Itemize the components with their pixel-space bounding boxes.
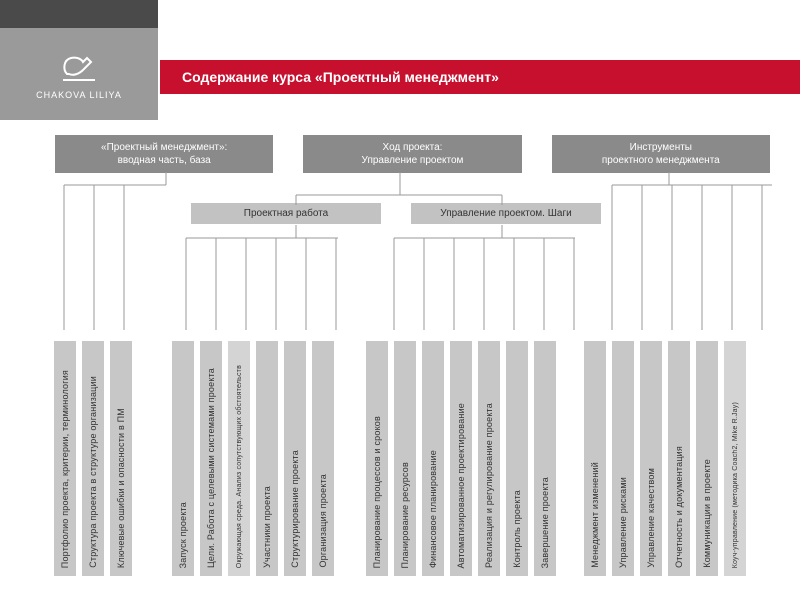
column-label: Реализация и регулирование проекта	[484, 403, 494, 568]
column-label: Коммуникации в проекте	[702, 459, 712, 568]
column-item: Коуч-управление (методика Coach2, Mike R…	[724, 341, 746, 576]
top-nodes-row: «Проектный менеджмент»: вводная часть, б…	[0, 135, 800, 173]
mid-node-label: Управление проектом. Шаги	[440, 208, 571, 219]
column-label: Участники проекта	[262, 486, 272, 568]
column-item: Организация проекта	[312, 341, 334, 576]
column-label: Планирование процессов и сроков	[372, 416, 382, 568]
brand-name: CHAKOVA LILIYA	[36, 90, 122, 100]
column-item: Участники проекта	[256, 341, 278, 576]
column-label: Портфолио проекта, критерии, терминологи…	[60, 370, 70, 568]
column-item: Реализация и регулирование проекта	[478, 341, 500, 576]
column-label: Коуч-управление (методика Coach2, Mike R…	[732, 402, 739, 568]
column-item: Финансовое планирование	[422, 341, 444, 576]
column-label: Планирование ресурсов	[400, 462, 410, 568]
top-node-tools: Инструменты проектного менеджмента	[552, 135, 770, 173]
column-item: Управление качеством	[640, 341, 662, 576]
top-node-line2: Управление проектом	[362, 155, 464, 166]
column-item: Цели. Работа с целевыми системами проект…	[200, 341, 222, 576]
mid-nodes-row: Проектная работа Управление проектом. Ша…	[191, 203, 601, 224]
column-label: Запуск проекта	[178, 502, 188, 568]
top-node-line2: вводная часть, база	[118, 155, 211, 166]
column-item: Управление рисками	[612, 341, 634, 576]
column-item: Планирование процессов и сроков	[366, 341, 388, 576]
column-label: Цели. Работа с целевыми системами проект…	[206, 368, 216, 568]
mid-node-label: Проектная работа	[244, 208, 328, 219]
column-item: Структура проекта в структуре организаци…	[82, 341, 104, 576]
top-node-intro: «Проектный менеджмент»: вводная часть, б…	[55, 135, 273, 173]
column-label: Завершение проекта	[540, 477, 550, 568]
top-node-line2: проектного менеджмента	[602, 155, 720, 166]
column-item: Контроль проекта	[506, 341, 528, 576]
column-item: Завершение проекта	[534, 341, 556, 576]
column-gap	[340, 341, 360, 576]
column-label: Организация проекта	[318, 474, 328, 568]
column-item: Окружающая среда. Анализ сопутствующих о…	[228, 341, 250, 576]
top-node-line1: Ход проекта:	[383, 142, 443, 153]
mid-node-steps: Управление проектом. Шаги	[411, 203, 601, 224]
mid-node-project-work: Проектная работа	[191, 203, 381, 224]
column-label: Управление рисками	[618, 477, 628, 568]
columns-row: Портфолио проекта, критерии, терминологи…	[54, 341, 784, 576]
column-label: Структурирование проекта	[290, 450, 300, 568]
chart-area: «Проектный менеджмент»: вводная часть, б…	[0, 135, 800, 600]
column-label: Отчетность и документация	[674, 446, 684, 568]
top-node-line1: Инструменты	[630, 142, 692, 153]
column-label: Структура проекта в структуре организаци…	[88, 376, 98, 568]
column-item: Структурирование проекта	[284, 341, 306, 576]
column-label: Автоматизированное проектирование	[456, 403, 466, 568]
column-label: Окружающая среда. Анализ сопутствующих о…	[236, 365, 243, 568]
column-item: Запуск проекта	[172, 341, 194, 576]
column-item: Планирование ресурсов	[394, 341, 416, 576]
column-label: Контроль проекта	[512, 490, 522, 568]
title-bar: Содержание курса «Проектный менеджмент»	[160, 60, 800, 94]
column-item: Портфолио проекта, критерии, терминологи…	[54, 341, 76, 576]
column-item: Автоматизированное проектирование	[450, 341, 472, 576]
column-label: Финансовое планирование	[428, 450, 438, 568]
column-item: Отчетность и документация	[668, 341, 690, 576]
column-gap	[562, 341, 578, 576]
top-band-dark	[0, 0, 158, 28]
column-label: Управление качеством	[646, 468, 656, 568]
column-item: Менеджмент изменений	[584, 341, 606, 576]
column-item: Ключевые ошибки и опасности в ПМ	[110, 341, 132, 576]
column-gap	[138, 341, 166, 576]
top-node-line1: «Проектный менеджмент»:	[101, 142, 227, 153]
column-label: Ключевые ошибки и опасности в ПМ	[116, 408, 126, 568]
column-label: Менеджмент изменений	[590, 462, 600, 568]
logo-block: CHAKOVA LILIYA	[0, 28, 158, 120]
top-node-process: Ход проекта: Управление проектом	[303, 135, 521, 173]
brand-logo-icon	[57, 48, 101, 84]
column-item: Коммуникации в проекте	[696, 341, 718, 576]
page-title: Содержание курса «Проектный менеджмент»	[182, 69, 499, 85]
